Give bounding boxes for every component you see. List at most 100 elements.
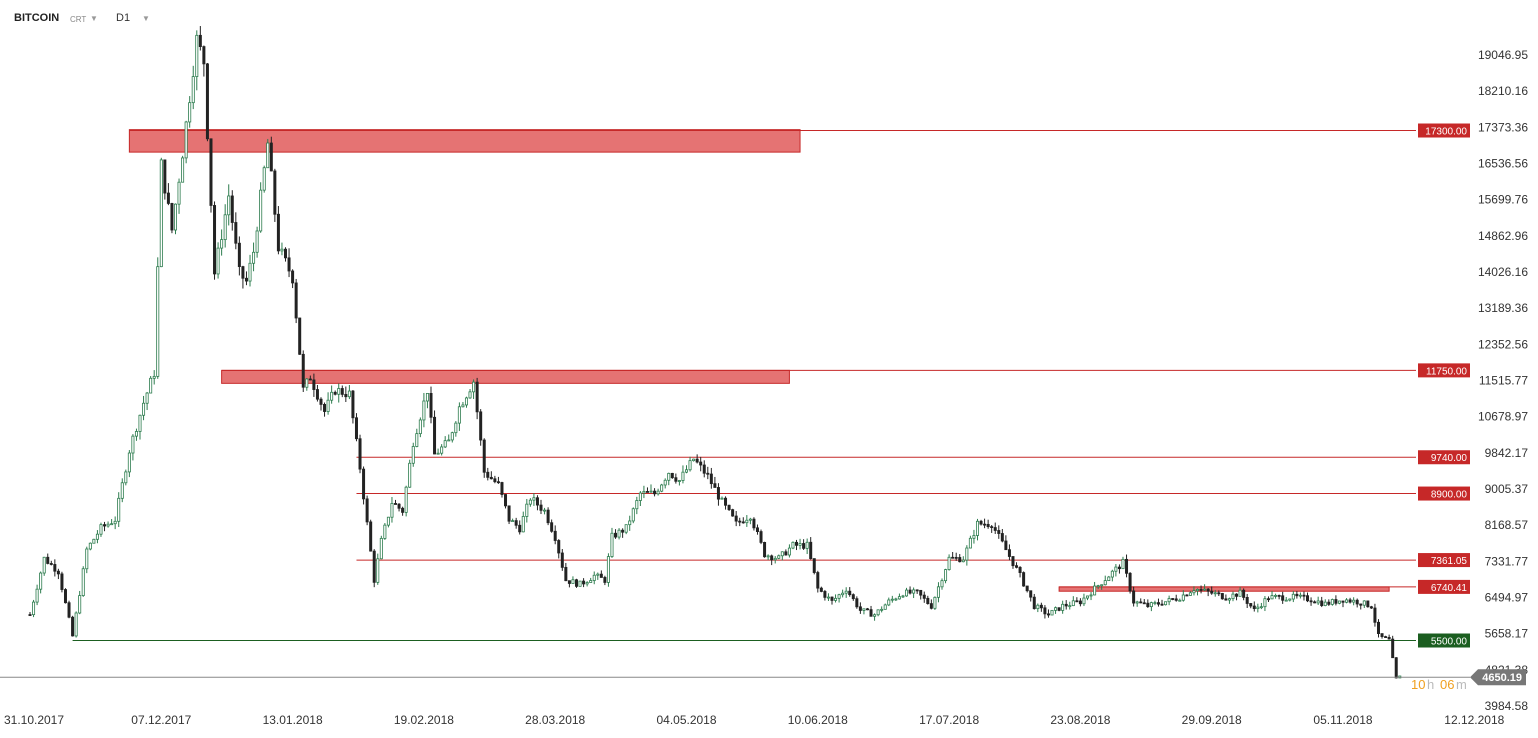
candle-body xyxy=(727,504,731,511)
candle-body xyxy=(464,397,468,406)
resistance-zone xyxy=(1058,586,1390,592)
candle-body xyxy=(525,503,529,517)
candle-body xyxy=(301,353,305,388)
candle-body xyxy=(46,556,50,564)
candle-body xyxy=(975,520,979,536)
candle-body xyxy=(791,541,795,549)
level-price-tag xyxy=(1418,123,1470,138)
candle-body xyxy=(993,527,997,531)
candle-body xyxy=(415,433,419,447)
candle-body xyxy=(1029,590,1033,598)
candle-body xyxy=(472,381,476,393)
candle-body xyxy=(209,138,213,206)
candle-body xyxy=(259,189,263,232)
time-axis-label: 04.05.2018 xyxy=(656,713,716,727)
candle-body xyxy=(734,515,738,522)
candle-body xyxy=(181,157,185,183)
candle-body xyxy=(326,399,330,412)
candle-body xyxy=(63,589,67,604)
candle-body xyxy=(74,612,78,637)
candle-body xyxy=(244,277,248,282)
candle-body xyxy=(560,552,564,568)
current-price-label: 4650.19 xyxy=(1482,672,1522,684)
candle-body xyxy=(401,507,405,513)
candle-body xyxy=(653,490,657,495)
countdown-hours: 10 xyxy=(1411,677,1425,692)
candle-body xyxy=(330,391,334,401)
candle-body xyxy=(166,192,170,204)
chevron-down-icon[interactable]: ▼ xyxy=(142,14,150,23)
candle-body xyxy=(901,595,905,598)
candle-body xyxy=(163,159,167,194)
candle-body xyxy=(518,524,522,533)
candle-body xyxy=(479,411,483,441)
candle-body xyxy=(507,505,511,522)
candle-body xyxy=(433,416,437,455)
candle-body xyxy=(663,479,667,486)
time-axis-label: 07.12.2017 xyxy=(131,713,191,727)
symbol-name[interactable]: BITCOIN xyxy=(14,12,60,24)
candle-body xyxy=(152,375,156,379)
candle-body xyxy=(294,282,298,319)
level-price-tag xyxy=(1418,633,1470,648)
candle-body xyxy=(521,516,525,533)
candle-body xyxy=(500,482,504,495)
candle-body xyxy=(543,509,547,512)
candle-body xyxy=(142,402,146,416)
candle-body xyxy=(450,432,454,441)
candle-body xyxy=(1057,607,1061,611)
candle-body xyxy=(1359,603,1363,606)
candle-body xyxy=(457,406,461,424)
candle-body xyxy=(1391,638,1395,659)
candle-body xyxy=(195,34,199,77)
level-price-label: 7361.05 xyxy=(1431,556,1468,567)
candle-body xyxy=(156,266,160,377)
candle-body xyxy=(837,594,841,599)
candle-body xyxy=(1220,593,1224,600)
candle-body xyxy=(780,551,784,557)
candle-body xyxy=(1309,600,1313,603)
candle-body xyxy=(947,556,951,571)
candle-body xyxy=(574,579,578,587)
countdown-minutes-unit: m xyxy=(1456,677,1467,692)
candle-body xyxy=(766,555,770,558)
candle-body xyxy=(1245,597,1249,604)
candle-body xyxy=(546,509,550,524)
candle-body xyxy=(1000,533,1004,542)
candle-body xyxy=(202,46,206,65)
candle-body xyxy=(617,529,621,538)
timeframe-selector[interactable]: D1 xyxy=(116,12,131,24)
candle-body xyxy=(1394,657,1398,679)
candle-body xyxy=(851,594,855,600)
candle-body xyxy=(376,558,380,583)
candle-body xyxy=(1380,633,1384,637)
candle-body xyxy=(1071,600,1075,607)
candle-body xyxy=(1249,603,1253,607)
candle-body xyxy=(724,497,728,506)
candle-body xyxy=(514,520,518,526)
price-axis-label: 14862.96 xyxy=(1478,229,1528,243)
countdown-hours-unit: h xyxy=(1427,677,1434,692)
candle-body xyxy=(88,542,92,550)
candle-body xyxy=(834,597,838,601)
chevron-down-icon[interactable]: ▼ xyxy=(90,14,98,23)
candle-body xyxy=(1238,589,1242,597)
candle-body xyxy=(56,570,60,575)
candle-body xyxy=(372,550,376,583)
candle-body xyxy=(713,483,717,488)
candle-body xyxy=(1306,595,1310,602)
candle-body xyxy=(848,590,852,596)
time-axis-label: 17.07.2018 xyxy=(919,713,979,727)
chart-mode-label[interactable]: CRT xyxy=(70,15,87,24)
candle-body xyxy=(489,476,493,480)
candle-body xyxy=(819,587,823,592)
candle-body xyxy=(631,508,635,522)
candle-body xyxy=(220,239,224,249)
candle-body xyxy=(830,596,834,601)
candle-body xyxy=(95,533,99,540)
candle-body xyxy=(362,468,366,500)
time-axis-label: 10.06.2018 xyxy=(788,713,848,727)
candle-body xyxy=(674,477,678,482)
time-axis-label: 19.02.2018 xyxy=(394,713,454,727)
